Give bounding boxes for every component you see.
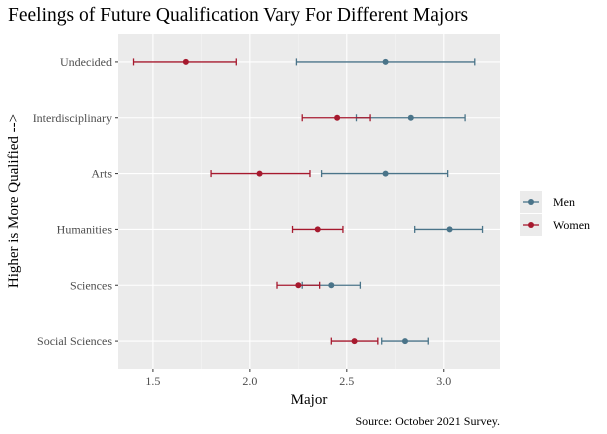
legend-item-men: Men [520,191,575,213]
y-tick-label: Interdisciplinary [33,111,112,125]
mean-point [295,282,302,289]
y-tick-label: Social Sciences [37,334,112,348]
plot-panel [118,34,500,369]
mean-point [334,114,341,121]
errorbar-women-interdisciplinary [301,114,371,122]
x-axis-title: Major [291,392,328,408]
mean-point [182,58,189,65]
x-axis-ticks: 1.5 2.0 2.5 3.0 [145,369,451,388]
y-axis-ticks: Undecided Interdisciplinary Arts Humanities… [33,55,118,348]
x-tick-label: 2.0 [242,374,257,388]
x-tick-label: 3.0 [436,374,451,388]
mean-point [314,226,321,233]
legend-key-point [528,199,534,205]
errorbar-women-social-sciences [330,337,379,345]
y-tick-label: Humanities [57,222,113,236]
chart-title: Feelings of Future Qualification Vary Fo… [8,5,468,26]
errorbar-men-humanities [414,225,484,233]
errorbar-men-interdisciplinary [355,114,466,122]
errorbar-men-undecided [295,58,476,66]
mean-point [401,338,408,345]
mean-point [351,338,358,345]
x-tick-label: 2.5 [339,374,354,388]
series-men [295,58,484,345]
errorbar-men-arts [320,170,449,178]
errorbar-women-sciences [276,281,321,289]
caption: Source: October 2021 Survey. [355,414,500,428]
errorbar-men-social-sciences [381,337,429,345]
legend-label: Women [553,218,590,232]
series-women [132,58,379,345]
mean-point [446,226,453,233]
mean-point [382,170,389,177]
x-tick-label: 1.5 [145,374,160,388]
mean-point [382,58,389,65]
mean-point [328,282,335,289]
errorbar-women-arts [210,170,311,178]
mean-point [256,170,263,177]
y-tick-label: Undecided [60,55,112,69]
legend-key-point [528,222,534,228]
mean-point [407,114,414,121]
y-axis-title: Higher is More Qualified --> [6,114,22,288]
data-marks [132,58,484,345]
errorbar-women-undecided [132,58,237,66]
y-tick-label: Sciences [70,278,112,292]
legend-label: Men [553,195,575,209]
errorbar-women-humanities [291,225,344,233]
legend-item-women: Women [520,214,590,236]
y-tick-label: Arts [91,167,112,181]
legend: Men Women [520,191,590,236]
